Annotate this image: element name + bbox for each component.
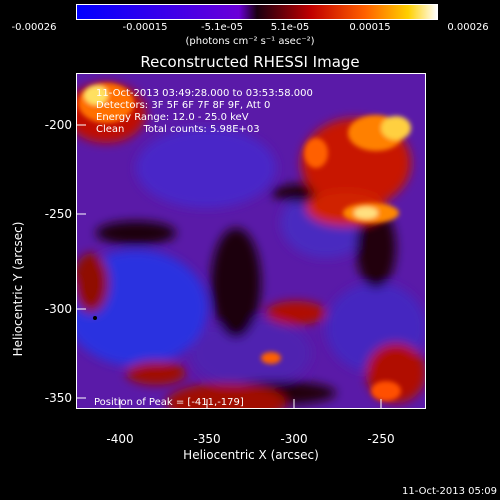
x-tick-label: -300 [280,432,308,446]
energy-range-label: Energy Range: 12.0 - 25.0 keV [96,112,249,123]
colorbar-tick: 5.1e-05 [270,22,310,33]
chart-title: Reconstructed RHESSI Image [140,53,360,71]
x-axis-label: Heliocentric X (arcsec) [183,448,319,462]
y-tick-label: -350 [44,391,72,405]
y-tick-label: -250 [44,207,72,221]
detectors-label: Detectors: 3F 5F 6F 7F 8F 9F, Att 0 [96,100,271,111]
y-tick-label: -200 [44,118,72,132]
colorbar-tick: -0.00015 [122,22,168,33]
x-tick-label: -400 [106,432,134,446]
method-label: Clean Total counts: 5.98E+03 [96,124,260,135]
colorbar [76,4,438,20]
peak-position-label: Position of Peak = [-411,-179] [94,397,244,408]
x-tick-label: -250 [367,432,395,446]
x-tick-label: -350 [193,432,221,446]
colorbar-tick: -0.00026 [11,22,57,33]
colorbar-tick: 0.00015 [349,22,391,33]
y-tick-label: -300 [44,302,72,316]
time-range-label: 11-Oct-2013 03:49:28.000 to 03:53:58.000 [96,88,313,99]
timestamp-label: 11-Oct-2013 05:09 [402,486,497,497]
heatmap-image [76,73,426,409]
colorbar-tick: -5.1e-05 [201,22,243,33]
y-axis-label: Heliocentric Y (arcsec) [11,221,25,357]
colorbar-tick: 0.00026 [447,22,489,33]
colorbar-unit-label: (photons cm⁻² s⁻¹ asec⁻²) [185,36,315,47]
